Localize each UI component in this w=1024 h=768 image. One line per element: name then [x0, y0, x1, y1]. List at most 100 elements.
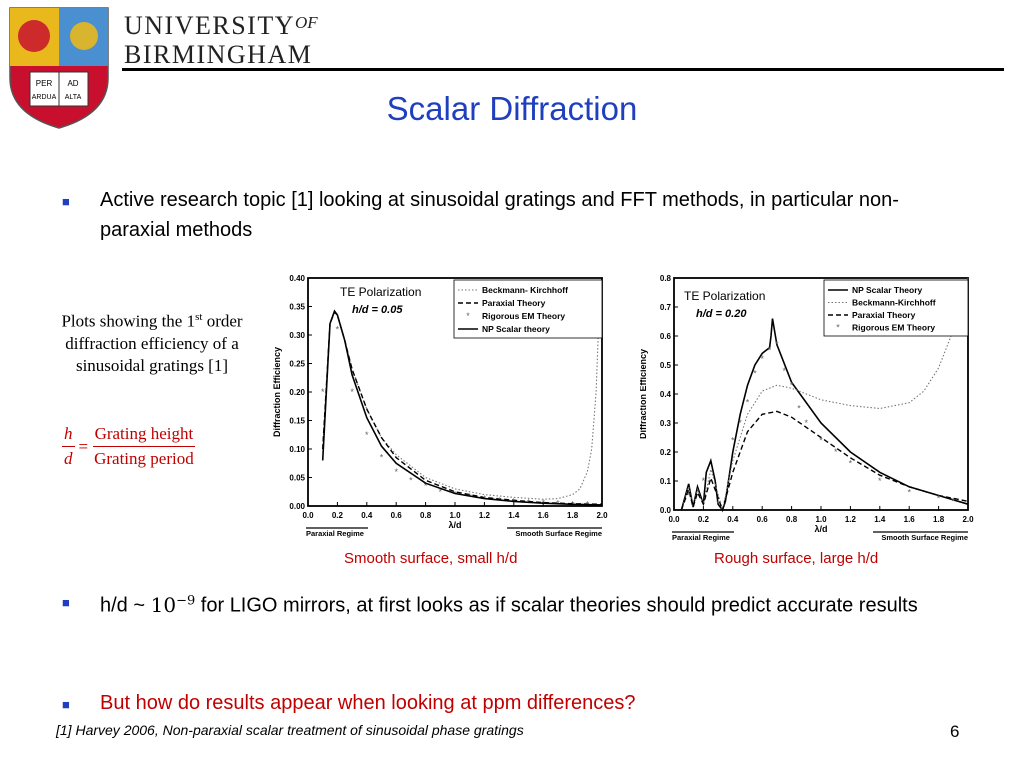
- aspect-ratio-formula: h d = Grating height Grating period: [62, 424, 196, 469]
- y-tick-label: 0.35: [289, 303, 305, 312]
- formula-lhs-num: h: [62, 424, 75, 447]
- x-axis-label: λ/d: [448, 520, 461, 530]
- series-line: [680, 318, 969, 512]
- crest-motto-alta: ALTA: [65, 94, 82, 101]
- data-point-marker: *: [878, 476, 882, 486]
- series-line: [322, 310, 603, 505]
- x-tick-label: 1.8: [567, 511, 579, 520]
- formula-lhs: h d: [62, 424, 75, 469]
- data-point-marker: *: [394, 467, 398, 477]
- data-point-marker: *: [380, 453, 384, 463]
- aspect-ratio-annotation: h/d = 0.05: [352, 304, 403, 316]
- y-tick-label: 0.7: [660, 303, 672, 312]
- x-tick-label: 1.0: [449, 511, 461, 520]
- data-point-marker: *: [790, 380, 794, 390]
- polarization-annotation: TE Polarization: [684, 289, 765, 303]
- bullet-1-text: Active research topic [1] looking at sin…: [100, 189, 899, 241]
- y-tick-label: 0.6: [660, 332, 672, 341]
- bullet-2-pre: h/d ~: [100, 594, 151, 617]
- data-point-marker: *: [753, 369, 757, 379]
- data-point-marker: *: [687, 491, 691, 501]
- y-tick-label: 0.05: [289, 474, 305, 483]
- bullet-square-icon: ■: [62, 697, 70, 712]
- legend-label: Paraxial Theory: [852, 310, 916, 320]
- legend-label: Beckmann-Kirchhoff: [852, 298, 936, 308]
- legend-label: NP Scalar theory: [482, 324, 550, 334]
- formula-equals: =: [78, 436, 89, 456]
- data-point-marker: *: [731, 435, 735, 445]
- data-point-marker: *: [439, 487, 443, 497]
- x-tick-label: 2.0: [962, 515, 974, 524]
- footnote-reference: [1] Harvey 2006, Non-paraxial scalar tre…: [56, 722, 524, 738]
- x-tick-label: 1.8: [933, 515, 945, 524]
- regime-right-label: Smooth Surface Regime: [515, 529, 602, 538]
- y-tick-label: 0.4: [660, 390, 672, 399]
- data-point-marker: *: [453, 490, 457, 500]
- series-line: [322, 311, 600, 500]
- data-point-marker: *: [834, 447, 838, 457]
- data-point-marker: *: [805, 418, 809, 428]
- x-tick-label: 1.6: [538, 511, 550, 520]
- y-tick-label: 0.00: [289, 502, 305, 511]
- y-tick-label: 0.15: [289, 417, 305, 426]
- university-of: OF: [295, 13, 318, 32]
- legend-marker: *: [466, 311, 470, 321]
- x-tick-label: 0.0: [668, 515, 680, 524]
- legend-label: Beckmann- Kirchhoff: [482, 285, 568, 295]
- plot-description-sup: st: [195, 311, 203, 323]
- x-tick-label: 0.8: [786, 515, 798, 524]
- legend-box: [453, 279, 603, 339]
- regime-right-label: Smooth Surface Regime: [881, 533, 968, 542]
- caption-rough-surface: Rough surface, large h/d: [714, 550, 879, 567]
- bullet-2-post: for LIGO mirrors, at first looks as if s…: [195, 594, 918, 617]
- crest-motto-ad: AD: [67, 79, 78, 88]
- x-tick-label: 2.0: [596, 511, 608, 520]
- x-tick-label: 1.2: [845, 515, 857, 524]
- bullet-2-exp: −9: [176, 593, 196, 608]
- polarization-annotation: TE Polarization: [340, 285, 421, 299]
- y-tick-label: 0.25: [289, 360, 305, 369]
- slide-title: Scalar Diffraction: [386, 90, 638, 127]
- series-line: [680, 410, 969, 513]
- formula-lhs-den: d: [64, 449, 73, 468]
- university-line1: UNIVERSITY: [124, 11, 295, 40]
- formula-rhs: Grating height Grating period: [92, 424, 196, 469]
- bullet-2-math: 10−9: [151, 593, 196, 617]
- x-tick-label: 0.0: [302, 511, 314, 520]
- data-point-marker: *: [365, 430, 369, 440]
- x-tick-label: 0.6: [757, 515, 769, 524]
- x-tick-label: 1.2: [479, 511, 491, 520]
- y-tick-label: 0.20: [289, 388, 305, 397]
- data-point-marker: *: [907, 488, 911, 498]
- aspect-ratio-annotation: h/d = 0.20: [696, 308, 747, 320]
- bullet-square-icon: ■: [62, 595, 70, 610]
- data-point-marker: *: [782, 366, 786, 376]
- x-tick-label: 1.0: [815, 515, 827, 524]
- data-point-marker: *: [746, 398, 750, 408]
- data-point-marker: *: [937, 493, 941, 503]
- crest-motto-per: PER: [36, 79, 53, 88]
- y-tick-label: 0.8: [660, 274, 672, 283]
- x-tick-label: 1.6: [904, 515, 916, 524]
- legend-marker: *: [836, 323, 840, 333]
- y-axis-label: Diffraction Efficiency: [640, 349, 648, 439]
- bullet-2-base: 10: [150, 592, 177, 617]
- x-axis-label: λ/d: [814, 524, 827, 534]
- data-point-marker: *: [716, 499, 720, 509]
- y-tick-label: 0.0: [660, 506, 672, 515]
- regime-left-label: Paraxial Regime: [306, 529, 364, 538]
- bullet-2-text: h/d ~ 10−9 for LIGO mirrors, at first lo…: [100, 586, 920, 621]
- data-point-marker: *: [424, 481, 428, 491]
- university-wordmark: UNIVERSITYOF BIRMINGHAM: [124, 8, 318, 69]
- y-tick-label: 0.10: [289, 445, 305, 454]
- y-tick-label: 0.1: [660, 477, 672, 486]
- header-rule: [122, 68, 1004, 71]
- legend-label: Rigorous EM Theory: [852, 323, 935, 333]
- x-tick-label: 0.6: [391, 511, 403, 520]
- y-axis-label: Diffraction Efficiency: [272, 347, 282, 437]
- data-point-marker: *: [409, 475, 413, 485]
- plot-description-pre: Plots showing the 1: [61, 311, 196, 331]
- x-tick-label: 0.2: [698, 515, 710, 524]
- university-crest-logo: PER AD ARDUA ALTA: [9, 7, 109, 129]
- data-point-marker: *: [738, 418, 742, 428]
